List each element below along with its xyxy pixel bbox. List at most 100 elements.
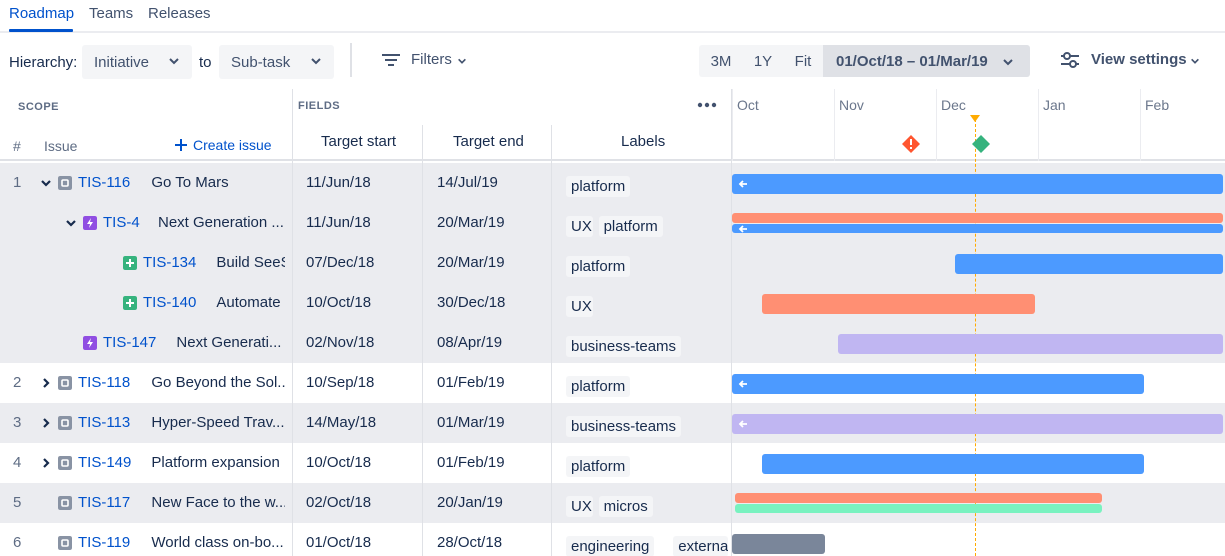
target-end-header[interactable]: Target end xyxy=(453,133,524,150)
timeline-bar[interactable] xyxy=(955,254,1223,274)
issue-summary[interactable]: Go To Mars xyxy=(151,174,229,191)
target-start[interactable]: 10/Oct/18 xyxy=(306,454,372,471)
timeline-bar[interactable] xyxy=(732,534,825,554)
target-start-header[interactable]: Target start xyxy=(321,133,397,150)
issue-summary[interactable]: Next Generation ... xyxy=(158,214,284,231)
hierarchy-to-select[interactable]: Sub-task xyxy=(219,45,334,79)
target-end[interactable]: 30/Dec/18 xyxy=(437,294,506,311)
target-end[interactable]: 20/Mar/19 xyxy=(437,214,505,231)
issue-key[interactable]: TIS-116 xyxy=(78,174,131,191)
milestone-release-icon[interactable] xyxy=(972,135,990,153)
label-tag[interactable]: platform xyxy=(566,376,631,397)
hierarchy-from-select[interactable]: Initiative xyxy=(82,45,192,79)
target-end[interactable]: 01/Feb/19 xyxy=(437,374,505,391)
issue-summary[interactable]: Automate ... xyxy=(216,294,285,311)
labels-header[interactable]: Labels xyxy=(621,133,666,150)
timeline-bar[interactable] xyxy=(732,174,1223,194)
label-tag[interactable]: UX xyxy=(566,496,593,517)
target-end[interactable]: 01/Feb/19 xyxy=(437,454,505,471)
target-end[interactable]: 08/Apr/19 xyxy=(437,334,503,351)
table-row[interactable]: 3 TIS-113 Hyper-Speed Trav... 14/May/18 01/M… xyxy=(0,403,732,443)
target-end[interactable]: 20/Jan/19 xyxy=(437,494,503,511)
timeline-bar[interactable] xyxy=(735,504,1102,513)
table-row[interactable]: TIS-147 Next Generati... 02/Nov/18 08/Apr/1… xyxy=(0,323,732,363)
target-end[interactable]: 20/Mar/19 xyxy=(437,254,505,271)
milestone-warning-icon[interactable] xyxy=(902,135,920,153)
row-number: 2 xyxy=(13,374,22,391)
chevron-right-icon[interactable] xyxy=(40,377,52,389)
timeline-bar[interactable] xyxy=(732,224,1223,233)
label-tag[interactable]: platform xyxy=(566,176,631,197)
target-start[interactable]: 01/Oct/18 xyxy=(306,534,372,551)
timeline-bar[interactable] xyxy=(732,213,1223,223)
issue-key[interactable]: TIS-117 xyxy=(78,494,131,511)
column-divider xyxy=(422,125,423,556)
issue-key[interactable]: TIS-4 xyxy=(103,214,140,231)
issue-key[interactable]: TIS-113 xyxy=(78,414,131,431)
table-row[interactable]: TIS-140 Automate ... 10/Oct/18 30/Dec/18 UX xyxy=(0,283,732,323)
label-tag[interactable]: business-teams xyxy=(566,416,682,437)
initiative-icon xyxy=(58,176,72,190)
target-start[interactable]: 10/Oct/18 xyxy=(306,294,372,311)
issue-summary[interactable]: New Face to the w... xyxy=(151,494,285,511)
target-start[interactable]: 10/Sep/18 xyxy=(306,374,375,391)
tab-teams[interactable]: Teams xyxy=(89,5,134,22)
issue-key[interactable]: TIS-140 xyxy=(143,294,197,311)
target-end[interactable]: 28/Oct/18 xyxy=(437,534,503,551)
label-tag[interactable]: UX xyxy=(566,296,593,317)
chevron-right-icon[interactable] xyxy=(40,417,52,429)
chevron-down-icon[interactable] xyxy=(65,217,77,229)
target-start[interactable]: 14/May/18 xyxy=(306,414,377,431)
timeline-bar[interactable] xyxy=(732,414,1223,434)
table-row[interactable]: 2 TIS-118 Go Beyond the Sol... 10/Sep/18 01/… xyxy=(0,363,732,403)
issue-summary[interactable]: Next Generati... xyxy=(176,334,282,351)
table-row[interactable]: 6 TIS-119 World class on-bo... 01/Oct/18 28/… xyxy=(0,523,732,556)
issue-summary[interactable]: Platform expansion xyxy=(151,454,280,471)
timeline-bar[interactable] xyxy=(735,493,1102,503)
chevron-right-icon[interactable] xyxy=(40,457,52,469)
target-start[interactable]: 11/Jun/18 xyxy=(306,174,371,191)
target-start[interactable]: 02/Nov/18 xyxy=(306,334,375,351)
tab-roadmap[interactable]: Roadmap xyxy=(9,5,75,22)
target-start[interactable]: 07/Dec/18 xyxy=(306,254,375,271)
issue-key[interactable]: TIS-134 xyxy=(143,254,197,271)
table-row[interactable]: 4 TIS-149 Platform expansion 10/Oct/18 01/Fe… xyxy=(0,443,732,483)
label-tag[interactable]: engineering xyxy=(566,536,655,556)
label-tag[interactable]: external-d xyxy=(673,536,728,556)
date-range-select[interactable]: 01/Oct/18 – 01/Mar/19 xyxy=(823,45,1030,77)
issue-key[interactable]: TIS-147 xyxy=(103,334,157,351)
table-row[interactable]: TIS-4 Next Generation ... 11/Jun/18 20/Mar/… xyxy=(0,203,732,243)
table-row[interactable]: 5 TIS-117 New Face to the w... 02/Oct/18 20/… xyxy=(0,483,732,523)
target-start[interactable]: 02/Oct/18 xyxy=(306,494,372,511)
tab-releases[interactable]: Releases xyxy=(148,5,211,22)
issue-summary[interactable]: Hyper-Speed Trav... xyxy=(151,414,285,431)
initiative-icon xyxy=(58,496,72,510)
label-tag[interactable]: platform xyxy=(566,256,631,277)
zoom-1y-button[interactable]: 1Y xyxy=(743,45,783,77)
issue-key[interactable]: TIS-119 xyxy=(78,534,131,551)
table-row[interactable]: TIS-134 Build SeeS... 07/Dec/18 20/Mar/19 pl… xyxy=(0,243,732,283)
label-tag[interactable]: platform xyxy=(598,216,663,237)
more-icon[interactable] xyxy=(697,102,717,108)
zoom-3m-button[interactable]: 3M xyxy=(699,45,743,77)
timeline-bar[interactable] xyxy=(762,294,1035,314)
issue-summary[interactable]: Go Beyond the Sol... xyxy=(151,374,285,391)
label-tag[interactable]: micros xyxy=(598,496,653,517)
target-end[interactable]: 14/Jul/19 xyxy=(437,174,498,191)
target-start[interactable]: 11/Jun/18 xyxy=(306,214,371,231)
issue-key[interactable]: TIS-149 xyxy=(78,454,132,471)
chevron-down-icon[interactable] xyxy=(40,177,52,189)
issue-key[interactable]: TIS-118 xyxy=(78,374,131,391)
timeline-bar[interactable] xyxy=(762,454,1144,474)
label-tag[interactable]: UX xyxy=(566,216,593,237)
month-label: Jan xyxy=(1043,97,1066,113)
zoom-fit-button[interactable]: Fit xyxy=(783,45,823,77)
label-tag[interactable]: business-teams xyxy=(566,336,682,357)
timeline-bar[interactable] xyxy=(838,334,1223,354)
timeline-bar[interactable] xyxy=(732,374,1144,394)
label-tag[interactable]: platform xyxy=(566,456,631,477)
table-row[interactable]: 1 TIS-116 Go To Mars 11/Jun/18 14/Jul/19 plat… xyxy=(0,163,732,203)
target-end[interactable]: 01/Mar/19 xyxy=(437,414,505,431)
issue-summary[interactable]: World class on-bo... xyxy=(151,534,284,551)
issue-summary[interactable]: Build SeeS... xyxy=(216,254,285,271)
